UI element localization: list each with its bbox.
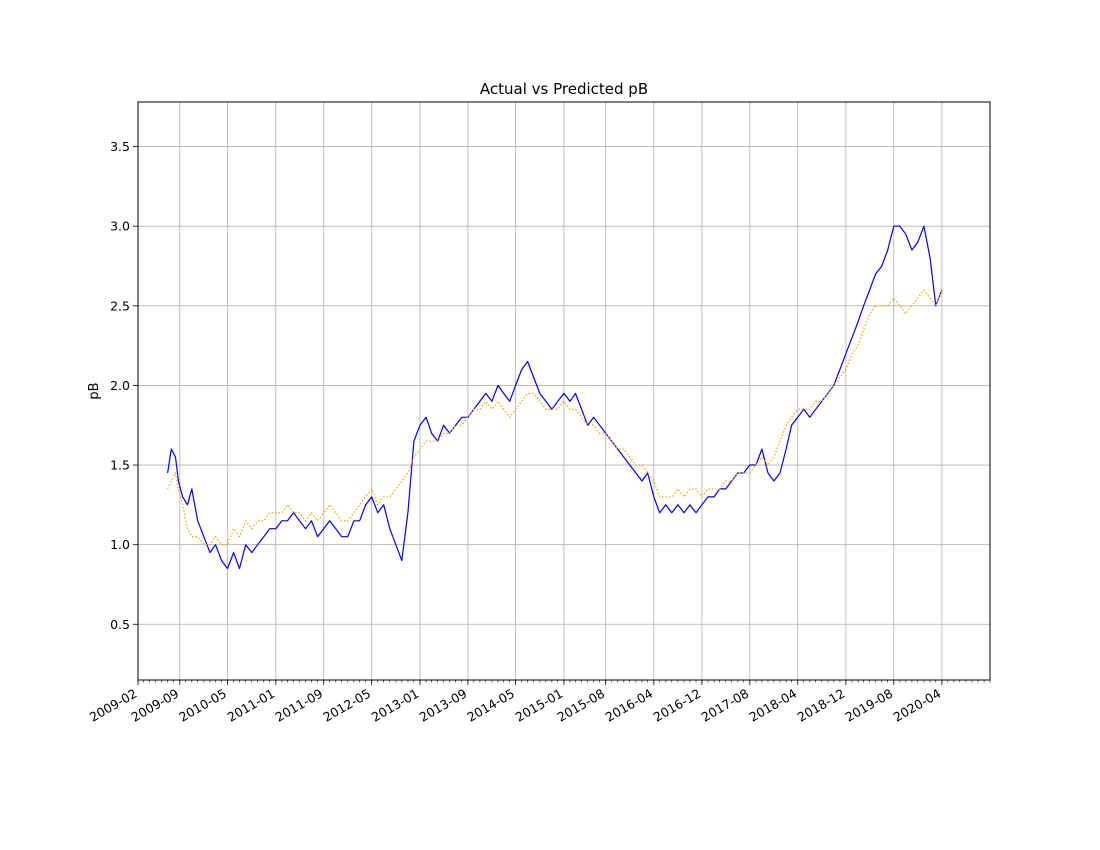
y-tick-label: 3.0 <box>110 219 130 234</box>
y-axis-label: pB <box>87 382 102 399</box>
y-tick-label: 0.5 <box>110 617 130 632</box>
series-group <box>167 225 943 570</box>
y-tick-label: 1.0 <box>110 537 130 552</box>
series-line-1 <box>167 225 943 570</box>
chart-title: Actual vs Predicted pB <box>480 80 648 98</box>
series-line-2 <box>167 289 943 546</box>
y-axis: 0.5 1.0 1.5 2.0 2.5 3.0 3.5 <box>110 139 138 632</box>
y-tick-label: 2.5 <box>110 298 130 313</box>
y-tick-label: 3.5 <box>110 139 130 154</box>
grid-lines <box>137 102 990 680</box>
y-tick-label: 1.5 <box>110 458 130 473</box>
y-tick-label: 2.0 <box>110 378 130 393</box>
